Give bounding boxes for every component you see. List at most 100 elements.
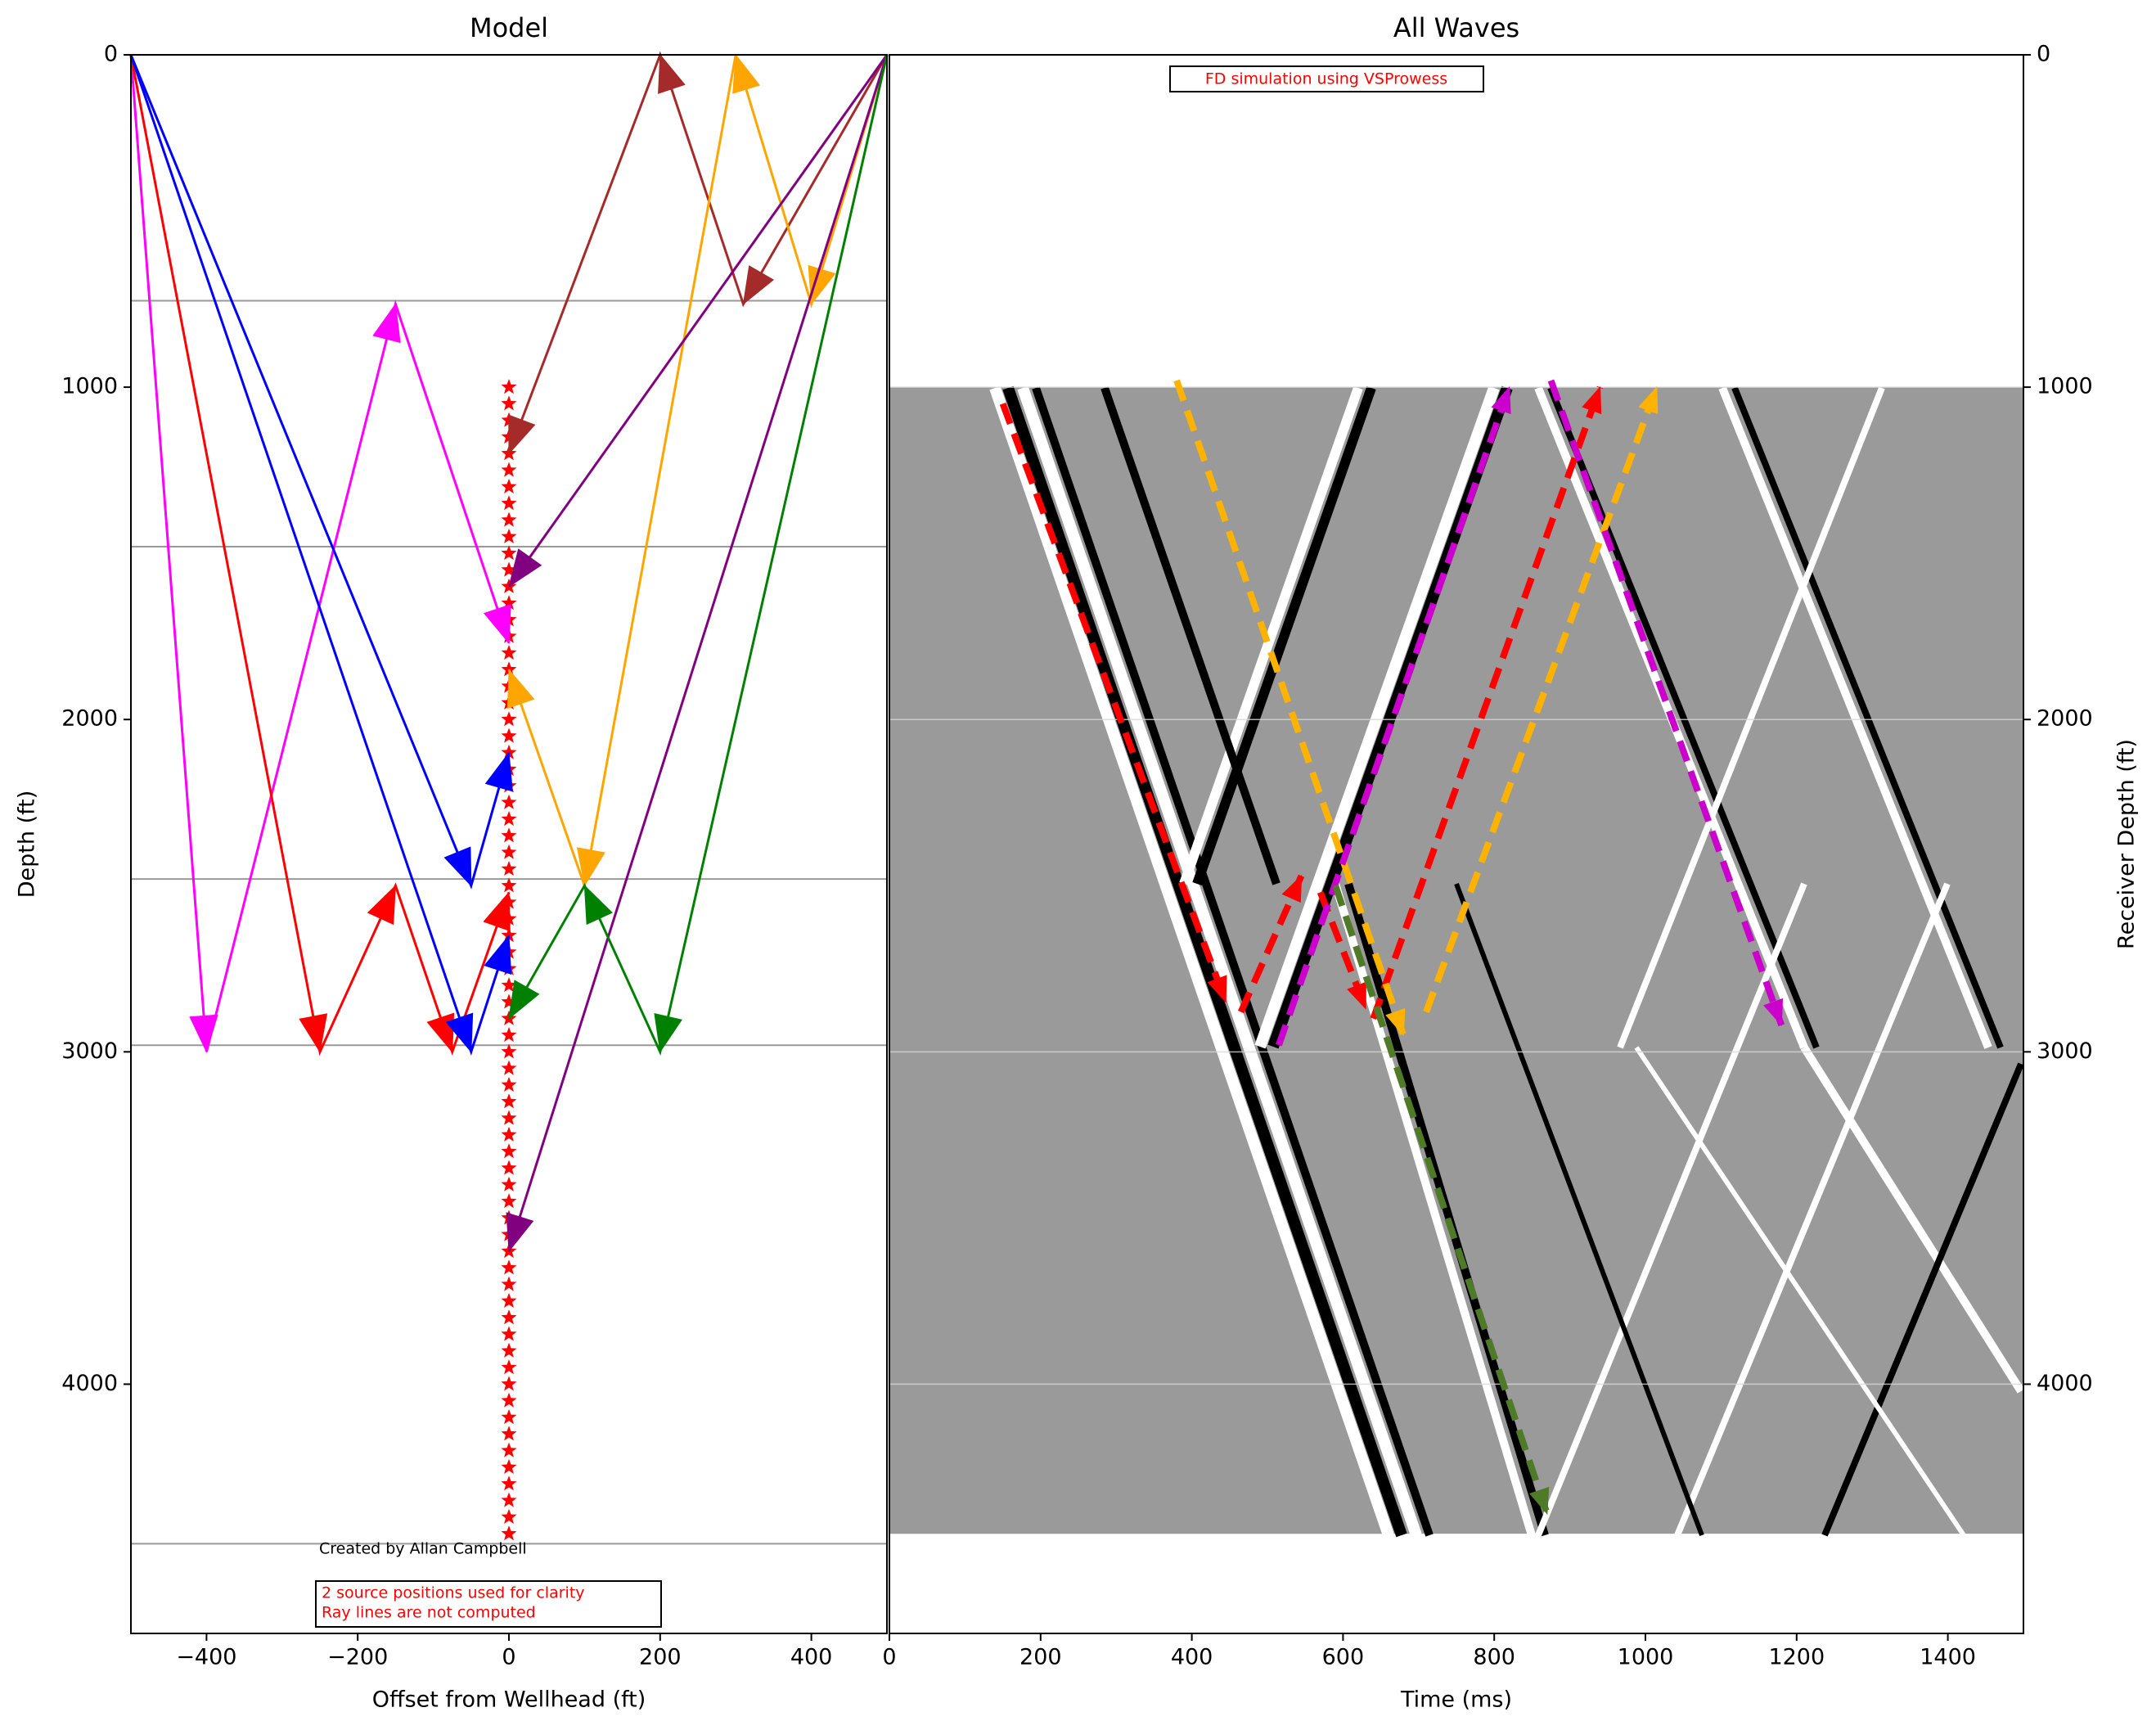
arrowhead [576,847,605,887]
ray-path [507,54,889,1252]
receiver [501,478,517,493]
y-axis-label: Depth (ft) [15,791,40,899]
receiver [501,1076,517,1092]
receiver [501,1292,517,1308]
annotation-box [1169,65,1484,92]
arrowhead [189,1014,218,1053]
receiver [501,1193,517,1209]
receiver [501,511,517,527]
arrowhead [484,603,511,645]
receiver [501,561,517,577]
arrowhead [732,53,761,94]
arrowhead [484,934,512,975]
receiver [501,1309,517,1325]
seismic-event [1535,882,1807,1537]
x-tick-label: 0 [882,1645,896,1670]
receiver [501,1143,517,1159]
receiver [501,1027,517,1043]
y-tick-label: 3000 [61,1038,118,1064]
seismic-event [1674,882,1951,1537]
receiver [501,462,517,477]
arrowhead [484,751,513,792]
receiver [501,927,517,943]
seismic-event [1344,882,1549,1537]
arrowhead [299,1013,328,1053]
receiver [501,1060,517,1075]
seismic-event [989,385,1394,1538]
ray-path [1370,385,1604,1020]
note-line: 2 source positions used for clarity [322,1584,585,1602]
arrowhead [506,1212,534,1253]
receiver [501,1376,517,1391]
ray-path [1332,884,1551,1516]
ray-path [1423,385,1660,1013]
arrowhead [506,668,535,710]
x-tick-label: 200 [639,1645,682,1670]
chart-title: All Waves [1393,12,1519,43]
receiver [501,1458,517,1474]
x-tick-label: 400 [1171,1645,1213,1670]
receiver [501,645,517,660]
receiver [501,1276,517,1291]
x-tick-label: −200 [327,1645,388,1670]
receiver [501,1110,517,1125]
ray-path [1173,379,1407,1037]
y-tick-label: 4000 [2037,1371,2093,1396]
receiver [501,977,517,993]
arrowhead [372,303,401,344]
seismic-event [1617,386,1885,1049]
y-tick-label: 1000 [2037,374,2093,399]
ray-path [1238,874,1305,1014]
receiver [501,661,517,677]
ray-path [1276,385,1513,1047]
credit: Created by Allan Campbell [319,1540,527,1558]
receiver [501,1475,517,1491]
arrowhead [583,885,613,926]
ray-path [507,54,889,588]
receiver [501,993,517,1009]
receiver [501,1392,517,1408]
seismic-event [1454,882,1704,1537]
note-line: Ray lines are not computed [322,1604,536,1622]
receiver [501,1409,517,1425]
seismic-event [1017,385,1422,1538]
arrowhead [1529,1486,1550,1516]
receiver [501,1259,517,1275]
arrowhead [1638,385,1659,415]
plot-frame [889,54,2024,1634]
arrowhead [1207,975,1227,1003]
receiver [501,811,517,827]
receiver [501,827,517,843]
receiver [501,1093,517,1109]
y-tick-label: 0 [2037,42,2050,67]
x-axis-label: Offset from Wellhead (ft) [372,1687,646,1713]
x-tick-label: 400 [790,1645,833,1670]
ray-path [999,403,1229,1003]
arrowhead [443,846,472,887]
seismic-event [1002,385,1407,1538]
arrowhead [1763,998,1784,1027]
arrowhead [1385,1008,1406,1037]
ray-path [507,54,889,1056]
arrowhead [483,891,511,932]
receiver [501,1508,517,1524]
quiet-zone [889,387,1383,1534]
receiver [501,844,517,859]
receiver [501,495,517,511]
x-tick-label: 200 [1019,1645,1062,1670]
plot-layer: −400 −200 0 200 40001000200030004000ModelOff… [15,12,2140,1713]
y-tick-label: 3000 [2037,1038,2093,1064]
arrowhead [1491,385,1511,415]
seismic-event [1634,1046,1966,1537]
x-tick-label: 1400 [1920,1645,1976,1670]
arrowhead [742,265,775,305]
chart-title: Model [470,12,548,43]
receiver [501,744,517,759]
y-tick-label: 2000 [2037,706,2093,732]
arrowhead [445,1012,474,1053]
arrowhead [1281,874,1303,903]
seismic-event [1547,386,1820,1049]
receiver [501,595,517,610]
arrowhead [508,414,536,455]
receiver [501,395,517,411]
